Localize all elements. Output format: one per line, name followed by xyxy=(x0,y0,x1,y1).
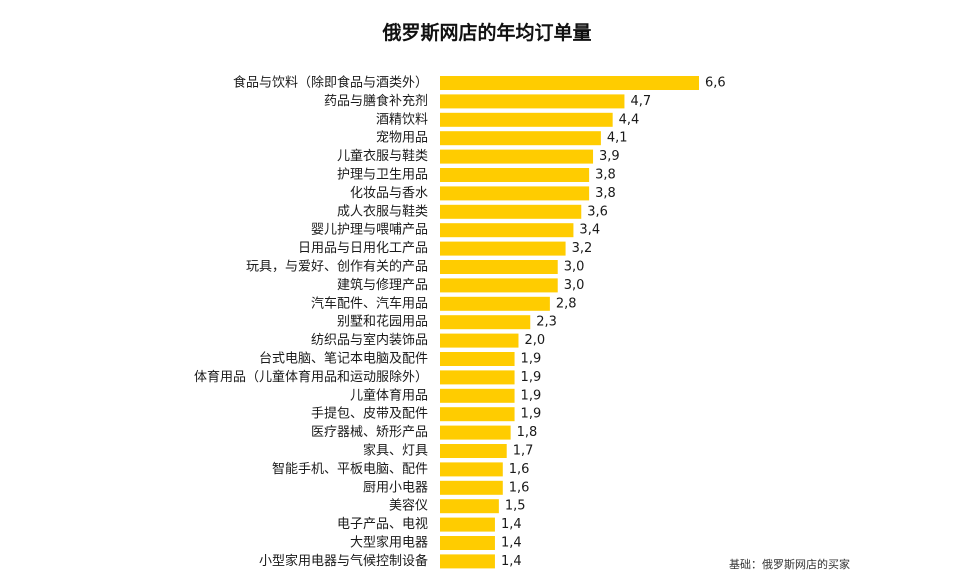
bar xyxy=(440,223,574,238)
value-label: 3,8 xyxy=(595,168,616,183)
value-label: 1,9 xyxy=(521,352,542,367)
bar xyxy=(440,352,515,366)
value-label: 1,9 xyxy=(521,370,542,385)
bar xyxy=(440,94,625,109)
category-label: 护理与卫生用品 xyxy=(337,168,428,183)
value-label: 2,8 xyxy=(556,296,577,311)
value-label: 3,9 xyxy=(599,149,620,164)
category-label: 宠物用品 xyxy=(376,130,428,146)
category-label: 美容仪 xyxy=(389,498,428,514)
category-label: 化妆品与香水 xyxy=(350,186,428,201)
value-label: 2,0 xyxy=(524,333,545,348)
bar xyxy=(440,444,507,458)
value-label: 3,4 xyxy=(579,223,600,238)
category-label: 体育用品（儿童体育用品和运动服除外） xyxy=(194,369,428,385)
bar xyxy=(440,296,550,311)
category-label: 别墅和花园用品 xyxy=(337,314,428,330)
bar xyxy=(440,407,515,422)
category-label: 台式电脑、笔记本电脑及配件 xyxy=(259,351,428,367)
bar xyxy=(440,131,601,146)
base-note: 基础：俄罗斯网店的买家 xyxy=(729,558,850,571)
value-label: 6,6 xyxy=(705,76,726,91)
category-label: 建筑与修理产品 xyxy=(337,277,428,293)
category-label: 儿童衣服与鞋类 xyxy=(337,148,428,164)
value-label: 1,8 xyxy=(517,425,538,440)
value-label: 1,5 xyxy=(505,499,526,514)
bar xyxy=(440,517,495,532)
category-label: 儿童体育用品 xyxy=(350,387,428,403)
value-label: 1,9 xyxy=(521,388,542,403)
value-label: 1,4 xyxy=(501,517,522,532)
bar xyxy=(440,554,495,569)
bar xyxy=(440,112,613,127)
value-label: 4,7 xyxy=(630,94,651,109)
category-label: 药品与膳食补充剂 xyxy=(324,93,428,109)
bar xyxy=(440,186,590,201)
value-label: 3,0 xyxy=(564,260,585,275)
bar xyxy=(440,480,503,495)
category-label: 汽车配件、汽车用品 xyxy=(311,295,428,311)
value-label: 2,3 xyxy=(536,315,557,330)
category-label: 家具、灯具 xyxy=(363,443,428,459)
category-label: 成人衣服与鞋类 xyxy=(337,203,428,219)
category-label: 手提包、皮带及配件 xyxy=(311,406,428,422)
bar xyxy=(440,315,531,330)
bar xyxy=(440,260,558,274)
category-label: 玩具，与爱好、创作有关的产品 xyxy=(246,259,428,275)
category-label: 医疗器械、矫形产品 xyxy=(311,425,428,440)
value-label: 1,9 xyxy=(521,407,542,422)
category-label: 酒精饮料 xyxy=(376,112,428,127)
bar xyxy=(440,333,519,348)
category-label: 大型家用电器 xyxy=(350,535,428,551)
category-label: 小型家用电器与气候控制设备 xyxy=(259,553,428,569)
category-label: 厨用小电器 xyxy=(363,480,428,495)
bar xyxy=(440,149,594,164)
category-label: 纺织品与室内装饰品 xyxy=(311,332,428,348)
bar xyxy=(440,370,515,385)
category-label: 电子产品、电视 xyxy=(337,517,428,532)
value-label: 3,0 xyxy=(564,278,585,293)
bar xyxy=(440,388,515,403)
value-label: 3,2 xyxy=(572,241,593,256)
value-label: 1,4 xyxy=(501,536,522,551)
value-label: 4,1 xyxy=(607,131,628,146)
value-label: 3,8 xyxy=(595,186,616,201)
bar xyxy=(440,425,511,440)
bar xyxy=(440,168,590,182)
bar xyxy=(440,278,558,293)
bar xyxy=(440,76,699,90)
category-label: 食品与饮料（除即食品与酒类外） xyxy=(233,75,428,91)
value-label: 4,4 xyxy=(619,112,640,127)
chart-title: 俄罗斯网店的年均订单量 xyxy=(382,22,592,44)
bar xyxy=(440,241,566,256)
bar xyxy=(440,499,499,514)
value-label: 1,6 xyxy=(509,462,530,477)
value-label: 3,6 xyxy=(587,204,608,219)
value-label: 1,6 xyxy=(509,480,530,495)
category-label: 智能手机、平板电脑、配件 xyxy=(272,462,428,477)
category-label: 婴儿护理与喂哺产品 xyxy=(311,223,428,238)
category-label: 日用品与日用化工产品 xyxy=(298,241,428,256)
value-label: 1,4 xyxy=(501,554,522,569)
bar xyxy=(440,462,503,477)
value-label: 1,7 xyxy=(513,444,534,459)
bar xyxy=(440,204,582,219)
bar xyxy=(440,536,495,550)
